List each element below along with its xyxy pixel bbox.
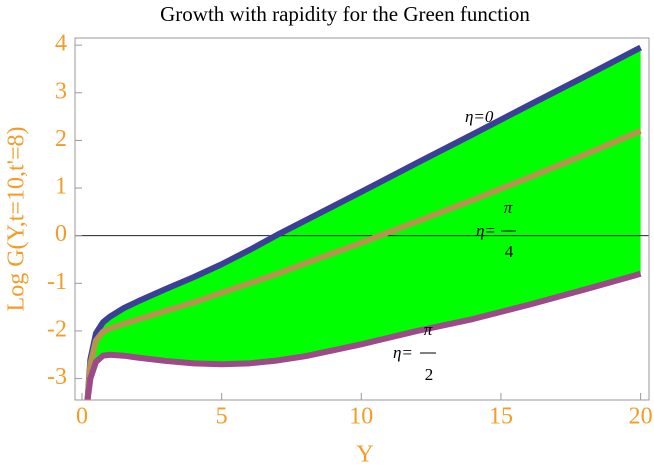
y-tick-label: 0: [55, 221, 67, 247]
annotation: 4: [505, 242, 514, 261]
x-axis-label: Y: [356, 442, 373, 468]
x-tick-label: 5: [216, 404, 228, 430]
y-tick-label: 2: [55, 126, 67, 152]
annotation: π: [424, 320, 433, 339]
annotation: 2: [425, 365, 434, 384]
annotation: η=: [393, 343, 413, 362]
line: [84, 44, 643, 400]
y-tick-label: 1: [55, 174, 67, 200]
line: [84, 270, 642, 400]
y-tick-label: 4: [55, 31, 67, 57]
fill-band: [87, 47, 641, 400]
y-tick-label: 3: [55, 78, 67, 104]
y-tick-label: -2: [47, 316, 67, 342]
x-tick-label: 20: [629, 404, 653, 430]
annotation: η=: [476, 221, 496, 240]
x-tick-label: 15: [489, 404, 513, 430]
y-tick-label: -3: [47, 364, 67, 390]
chart-title: Growth with rapidity for the Green funct…: [160, 2, 530, 26]
y-axis-label: Log G(Y,t=10,t'=8): [4, 127, 30, 312]
plot-area: [75, 44, 649, 400]
x-tick-label: 10: [349, 404, 373, 430]
y-tick-label: -1: [47, 269, 67, 295]
x-tick-label: 0: [76, 404, 88, 430]
line: [84, 128, 642, 400]
annotation: π: [504, 198, 513, 217]
annotation: η=0: [465, 107, 494, 126]
plot-frame: [74, 37, 650, 401]
